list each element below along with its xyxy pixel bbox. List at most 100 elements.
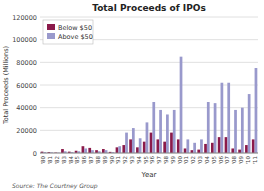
bar [61,149,64,153]
bar [234,110,237,153]
bar [166,114,169,153]
x-tick-label: '07 [224,156,230,165]
bar [156,139,159,153]
x-tick-label: '10 [245,156,251,165]
bar [136,147,139,153]
grid-line [40,17,258,18]
y-tick-label: 60000 [16,82,37,90]
bar [186,139,189,153]
x-tick-label: '83 [61,156,67,165]
x-tick-label: '04 [204,156,210,165]
x-tick-label: '82 [54,156,60,165]
bar [122,145,125,153]
y-tick-label: 120000 [12,14,37,22]
y-tick-label: 40000 [16,104,37,112]
legend-label: Below $50 [58,24,92,32]
x-axis: '80'81'82'83'84'85'86'87'88'89'90'91'92'… [40,156,257,165]
x-tick-label: '06 [218,156,224,165]
y-axis: 0 20000 40000 60000 80000 100000 120000 [12,14,258,158]
x-tick-label: '85 [74,156,80,165]
x-tick-label: '09 [238,156,244,165]
y-axis-label: Total Proceeds (Millions) [2,46,10,125]
x-axis-line [40,153,258,154]
bar [132,128,135,153]
bar [241,108,244,153]
x-tick-label: '81 [47,156,53,165]
legend: Below $50Above $50 [43,20,93,44]
x-tick-label: '87 [88,156,94,165]
y-tick-label: 80000 [16,59,37,67]
grid-line [40,130,258,131]
bar [146,122,149,153]
y-tick-label: 0 [33,150,37,158]
bar [177,139,180,153]
x-axis-label: Year [141,171,157,179]
bar [245,145,248,153]
x-tick-label: '99 [170,156,176,165]
bar [82,146,85,153]
bar [125,133,128,153]
legend-swatch [47,24,55,30]
bar [211,143,214,153]
bar [116,147,119,153]
x-tick-label: '90 [109,156,115,165]
grid-line [40,85,258,86]
legend-label: Above $50 [58,33,93,41]
x-tick-label: '11 [252,156,258,165]
bar [238,150,241,153]
bar [118,146,121,153]
y-tick-label: 100000 [12,36,37,44]
bar [170,133,173,153]
bar [204,144,207,153]
bar [248,94,251,153]
bar [227,83,230,153]
grid-line [40,107,258,108]
bar [193,143,196,153]
bar [197,150,200,153]
x-tick-label: '94 [136,156,142,165]
x-tick-label: '02 [190,156,196,165]
chart: Total Proceeds of IPOs 0 20000 40000 60000 80… [0,0,264,191]
bar [231,148,234,153]
bar [143,142,146,153]
bar [180,57,183,153]
x-tick-label: '95 [143,156,149,165]
bar [218,137,221,153]
x-tick-label: '03 [197,156,203,165]
bar [139,138,142,153]
x-tick-label: '92 [122,156,128,165]
bar [88,148,91,153]
bars [41,57,258,153]
bar [159,110,162,153]
x-tick-label: '08 [231,156,237,165]
bar [207,102,210,153]
bar [184,148,187,153]
bar [84,148,87,153]
x-tick-label: '91 [115,156,121,165]
bar [214,103,217,153]
x-tick-label: '84 [68,156,74,165]
title: Total Proceeds of IPOs [92,3,206,13]
x-tick-label: '80 [40,156,46,165]
x-tick-label: '96 [149,156,155,165]
x-tick-label: '00 [177,156,183,165]
bar [221,83,224,153]
bar [252,139,255,153]
bar [102,149,105,153]
x-tick-label: '05 [211,156,217,165]
x-tick-label: '86 [81,156,87,165]
bar [173,110,176,153]
y-tick-label: 20000 [16,127,37,135]
bar [150,133,153,153]
bar [255,68,258,153]
x-tick-label: '01 [183,156,189,165]
bar [200,139,203,153]
legend-box [43,20,93,44]
grid-line [40,62,258,63]
x-tick-label: '98 [163,156,169,165]
annotation: Source: The Courtney Group [12,182,98,190]
bar [163,142,166,153]
x-tick-label: '89 [102,156,108,165]
bar [129,139,132,153]
grid-line [40,153,258,154]
